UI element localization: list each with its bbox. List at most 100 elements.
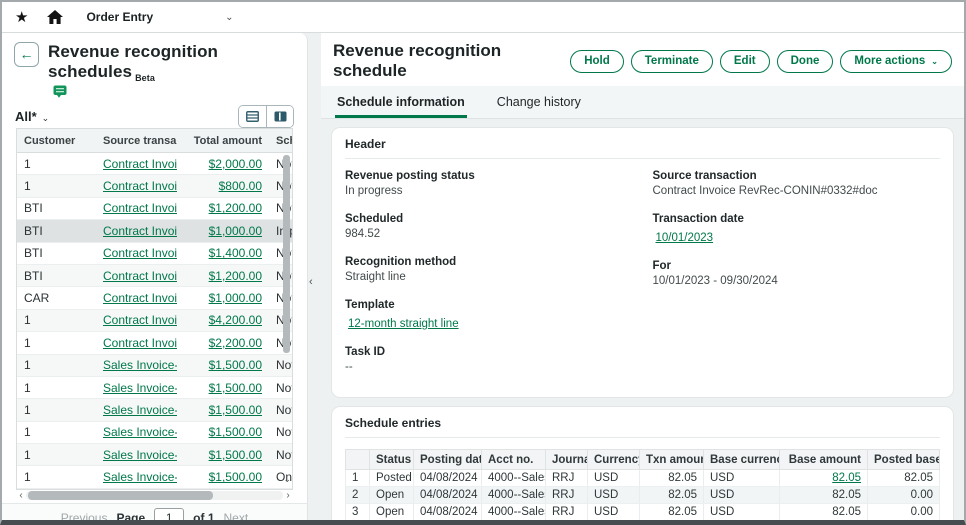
app-switcher-label[interactable]: Order Entry — [86, 10, 154, 24]
header-field: Transaction date 10/01/2023 — [653, 213, 941, 260]
base-amount-link[interactable]: 82.05 — [779, 469, 868, 487]
source-transaction-link[interactable]: Contract Invoi... — [103, 156, 177, 171]
scroll-right-icon[interactable]: › — [286, 489, 290, 501]
page-number-input[interactable] — [154, 507, 185, 520]
customer-cell: BTI — [24, 246, 43, 261]
source-transaction-link[interactable]: Sales Invoice-... — [103, 358, 177, 373]
header-field: Template 12-month straight line — [345, 299, 633, 346]
schedule-status-cell: Not s — [276, 402, 292, 417]
field-value-link[interactable]: 10/01/2023 — [655, 232, 714, 244]
entry-row[interactable]: 2 Open 04/08/2024 4000--Sales RRJ USD 82.05 USD… — [345, 486, 940, 504]
schedule-list-row[interactable]: 1 Sales Invoice-... $1,500.00 Not s — [17, 421, 292, 445]
total-amount-link[interactable]: $1,200.00 — [208, 268, 262, 283]
total-amount-link[interactable]: $1,000.00 — [208, 291, 262, 306]
scroll-left-icon[interactable]: ‹ — [19, 489, 23, 501]
table-view-icon[interactable] — [239, 106, 266, 127]
base-amount-link-text[interactable]: 82.05 — [832, 472, 861, 484]
source-transaction-link[interactable]: Sales Invoice-... — [103, 402, 177, 417]
total-amount-link[interactable]: $1,500.00 — [208, 380, 262, 395]
more-actions-button[interactable]: More actions ⌄ — [840, 49, 952, 73]
source-transaction-link[interactable]: Sales Invoice-... — [103, 447, 177, 462]
next-button[interactable]: Next — [223, 510, 249, 525]
schedule-list-row[interactable]: 1 Sales Invoice-... $1,500.00 Not s — [17, 354, 292, 377]
filter-dropdown[interactable]: All* ⌄ — [15, 108, 50, 124]
favorite-star-icon[interactable]: ★ — [15, 8, 29, 26]
total-amount-link[interactable]: $1,500.00 — [208, 447, 262, 462]
customer-cell: 1 — [24, 313, 31, 328]
split-view-icon[interactable] — [266, 106, 293, 127]
total-amount-link[interactable]: $4,200.00 — [208, 313, 262, 328]
feedback-icon[interactable] — [53, 85, 295, 98]
column-header[interactable]: Schedu — [276, 134, 292, 147]
column-header[interactable]: Total amount — [193, 134, 262, 147]
total-amount-link[interactable]: $1,500.00 — [208, 425, 262, 440]
total-amount-link[interactable]: $800.00 — [218, 179, 262, 194]
home-icon[interactable] — [47, 10, 64, 24]
schedule-list-row[interactable]: 1 Sales Invoice-... $1,500.00 Not s — [17, 444, 292, 467]
source-transaction-link[interactable]: Contract Invoi... — [103, 201, 177, 216]
scrollbar-track[interactable] — [26, 491, 283, 501]
source-transaction-link[interactable]: Contract Invoi... — [103, 223, 177, 238]
total-amount-link[interactable]: $1,500.00 — [208, 402, 262, 417]
tab-schedule-information[interactable]: Schedule information — [335, 86, 467, 118]
source-transaction-link[interactable]: Contract Invoi... — [103, 179, 177, 194]
tab-change-history[interactable]: Change history — [496, 95, 581, 109]
scrollbar-thumb[interactable] — [28, 491, 214, 501]
source-transaction-link[interactable]: Contract Invoi... — [103, 335, 177, 350]
row-number-cell: 3 — [345, 503, 370, 520]
source-transaction-link[interactable]: Contract Invoi... — [103, 313, 177, 328]
column-header[interactable]: Journal — [545, 449, 588, 470]
previous-button[interactable]: Previous — [60, 510, 108, 525]
column-header[interactable]: Txn amount — [639, 449, 704, 470]
entry-row[interactable]: 3 Open 04/08/2024 4000--Sales RRJ USD 82.05 USD… — [345, 503, 940, 520]
total-amount-link[interactable]: $2,200.00 — [208, 335, 262, 350]
column-header[interactable]: Posting date — [413, 449, 482, 470]
column-header[interactable]: Base amount — [779, 449, 868, 470]
horizontal-scrollbar[interactable]: ‹ › — [16, 489, 293, 501]
entry-row[interactable]: 1 Posted 04/08/2024 4000--Sales RRJ USD 82.05 U… — [345, 469, 940, 487]
schedule-list-row[interactable]: 1 Sales Invoice-... $1,500.00 Not s — [17, 376, 292, 400]
column-header[interactable] — [345, 449, 370, 470]
total-amount-link[interactable]: $1,500.00 — [208, 470, 262, 485]
column-header[interactable]: Source transa... — [103, 134, 177, 147]
edit-button[interactable]: Edit — [719, 49, 770, 73]
collapse-panel-icon[interactable]: ‹ — [309, 276, 313, 288]
hold-button[interactable]: Hold — [570, 49, 624, 73]
schedule-list-row[interactable]: 1 Sales Invoice-... $1,500.00 Not s — [17, 399, 292, 422]
column-header[interactable]: Acct no. — [481, 449, 546, 470]
total-amount-link[interactable]: $1,400.00 — [208, 246, 262, 261]
source-transaction-link[interactable]: Contract Invoi... — [103, 291, 177, 306]
column-header[interactable]: Currency — [587, 449, 640, 470]
source-transaction-link[interactable]: Contract Invoi... — [103, 246, 177, 261]
source-transaction-link[interactable]: Sales Invoice-... — [103, 380, 177, 395]
total-amount-link[interactable]: $1,000.00 — [208, 223, 262, 238]
terminate-button[interactable]: Terminate — [630, 49, 713, 73]
total-amount-link[interactable]: $2,000.00 — [208, 156, 262, 171]
schedule-list-row[interactable]: 1 Sales Invoice-... $1,500.00 On h — [17, 466, 292, 489]
column-header[interactable]: Posted base amount — [867, 449, 940, 470]
column-header[interactable]: Base currency — [703, 449, 780, 470]
source-transaction-link[interactable]: Sales Invoice-... — [103, 470, 177, 485]
chevron-down-icon[interactable]: ⌄ — [225, 11, 234, 23]
source-transaction-link[interactable]: Sales Invoice-... — [103, 425, 177, 440]
field-value-link[interactable]: 12-month straight line — [348, 318, 459, 330]
scroll-down-icon[interactable]: ⌄ — [283, 473, 291, 484]
done-button[interactable]: Done — [776, 49, 834, 73]
total-amount-link[interactable]: $1,500.00 — [208, 358, 262, 373]
column-header[interactable]: Status — [369, 449, 414, 470]
total-amount-link[interactable]: $1,200.00 — [208, 201, 262, 216]
vertical-scrollbar[interactable] — [283, 155, 290, 353]
back-button[interactable]: ← — [14, 42, 39, 67]
column-header[interactable]: Customer — [24, 134, 76, 147]
source-transaction-link[interactable]: Contract Invoi... — [103, 268, 177, 283]
